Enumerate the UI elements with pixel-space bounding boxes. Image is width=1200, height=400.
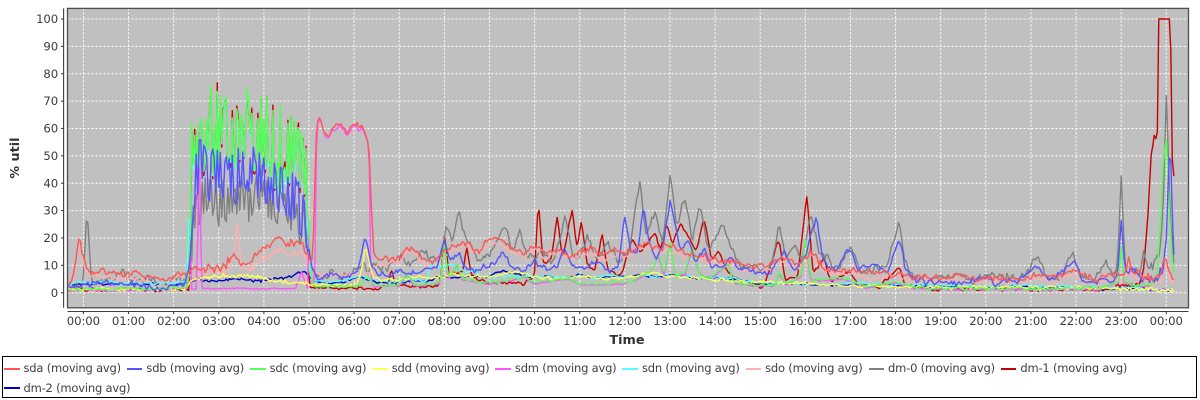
legend-swatch [622, 367, 638, 370]
y-tick-label: 90 [43, 39, 58, 53]
legend-swatch [4, 387, 20, 390]
legend-item-sdn: sdn (moving avg) [622, 359, 740, 379]
legend-swatch [250, 367, 266, 370]
x-tick-label: 14:00 [698, 314, 731, 328]
legend-label: sdd (moving avg) [391, 360, 490, 375]
legend-item-sdb: sdb (moving avg) [126, 359, 245, 379]
legend-swatch [495, 367, 511, 370]
legend-label: sdm (moving avg) [514, 360, 617, 375]
tick-labels: 0 10 20 30 40 50 60 70 80 90 100 00:00 01:00 02:00 03:… [36, 12, 1183, 328]
legend-item-dm-0: dm-0 (moving avg) [868, 359, 995, 379]
legend-item-sdm: sdm (moving avg) [495, 359, 617, 379]
legend-swatch [868, 367, 885, 370]
legend-label: sdb (moving avg) [146, 360, 245, 375]
x-tick-label: 04:00 [247, 314, 280, 328]
y-tick-label: 30 [43, 204, 58, 218]
legend-item-sdo: sdo (moving avg) [745, 359, 863, 379]
x-tick-label: 01:00 [112, 314, 145, 328]
legend-label: sdo (moving avg) [765, 360, 863, 375]
plot-border [66, 7, 1190, 309]
y-tick-label: 0 [51, 286, 58, 300]
y-tick-label: 50 [43, 149, 58, 163]
axes [61, 8, 1189, 315]
series-line-sdo [67, 223, 1175, 292]
series-line-sda [67, 117, 1175, 287]
legend-item-dm-2: dm-2 (moving avg) [4, 379, 131, 399]
x-tick-label: 16:00 [789, 314, 822, 328]
series-line-dm-0 [67, 94, 1175, 290]
y-tick-label: 100 [36, 12, 58, 26]
x-tick-label: 15:00 [744, 314, 777, 328]
x-axis-title: Time [609, 333, 644, 348]
legend-item-sdc: sdc (moving avg) [250, 359, 366, 379]
y-tick-label: 20 [43, 231, 58, 245]
series-line-sdc [67, 84, 1175, 292]
y-tick-label: 70 [43, 94, 58, 108]
x-tick-label: 11:00 [563, 314, 596, 328]
y-axis-title: % util [8, 137, 23, 178]
x-tick-label: 12:00 [608, 314, 641, 328]
x-tick-label: 02:00 [157, 314, 190, 328]
legend-swatch [372, 367, 388, 370]
legend-label: sdc (moving avg) [269, 360, 367, 375]
x-tick-label: 06:00 [338, 314, 371, 328]
x-tick-label: 05:00 [292, 314, 325, 328]
x-tick-label: 00:00 [1150, 314, 1183, 328]
legend-label: dm-2 (moving avg) [23, 380, 131, 395]
x-tick-label: 09:00 [473, 314, 506, 328]
x-tick-label: 03:00 [202, 314, 235, 328]
legend-item-dm-1: dm-1 (moving avg) [1000, 359, 1128, 379]
x-tick-label: 22:00 [1059, 314, 1092, 328]
legend-swatch [1000, 367, 1017, 370]
x-tick-label: 21:00 [1014, 314, 1047, 328]
x-tick-label: 20:00 [969, 314, 1002, 328]
legend-label: dm-0 (moving avg) [888, 360, 995, 375]
y-tick-label: 10 [43, 258, 58, 272]
legend-label: sdn (moving avg) [641, 360, 740, 375]
x-tick-label: 13:00 [653, 314, 686, 328]
legend-item-sda: sda (moving avg) [4, 359, 121, 379]
x-tick-label: 17:00 [834, 314, 867, 328]
legend-label: dm-1 (moving avg) [1020, 360, 1128, 375]
legend-swatch [126, 367, 143, 370]
x-tick-label: 18:00 [879, 314, 912, 328]
x-tick-label: 00:00 [67, 314, 100, 328]
legend-label: sda (moving avg) [23, 360, 122, 375]
x-tick-label: 10:00 [518, 314, 551, 328]
y-tick-label: 80 [43, 67, 58, 81]
x-tick-label: 08:00 [428, 314, 461, 328]
legend-swatch [4, 367, 20, 370]
legend-item-sdd: sdd (moving avg) [372, 359, 490, 379]
x-tick-label: 23:00 [1105, 314, 1138, 328]
y-tick-label: 60 [43, 122, 58, 136]
x-tick-label: 19:00 [924, 314, 957, 328]
legend: sda (moving avg) sdb (moving avg) sdc (mov… [2, 356, 1198, 399]
series-line-sdm [67, 119, 1175, 293]
x-tick-label: 07:00 [383, 314, 416, 328]
legend-swatch [745, 367, 762, 370]
y-tick-label: 40 [43, 176, 58, 190]
series-lines [67, 18, 1175, 293]
